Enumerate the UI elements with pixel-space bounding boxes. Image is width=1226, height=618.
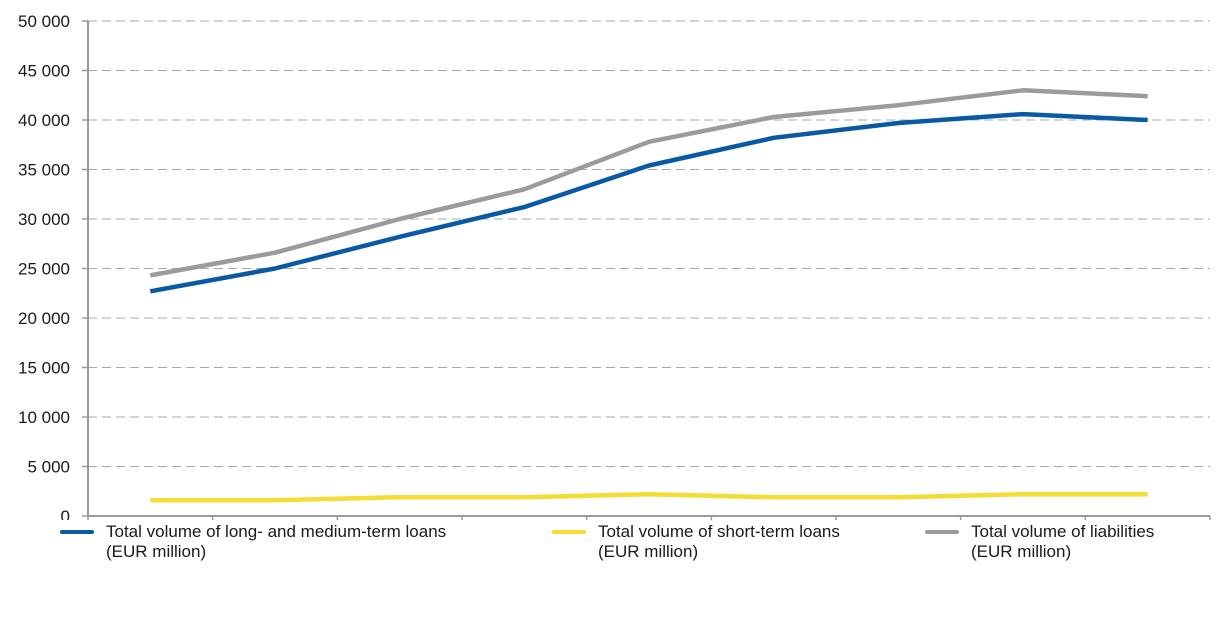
y-tick-labels: 0 5 000 10 000 15 000 20 000 25 000 30 000 35 0… bbox=[18, 12, 70, 520]
legend-item-long-medium-loans: Total volume of long- and medium-term lo… bbox=[60, 522, 446, 562]
y-tick-label: 30 000 bbox=[18, 210, 70, 229]
series-line-2 bbox=[149, 88, 1148, 278]
legend-swatch-long-medium-loans bbox=[60, 530, 94, 534]
y-tick-label: 20 000 bbox=[18, 309, 70, 328]
legend-item-liabilities: Total volume of liabilities (EUR million… bbox=[925, 522, 1154, 562]
y-tick-label: 5 000 bbox=[27, 458, 70, 477]
line-chart: 0 5 000 10 000 15 000 20 000 25 000 30 000 35 0… bbox=[18, 12, 1211, 520]
legend-label-line1: Total volume of liabilities bbox=[971, 522, 1155, 541]
legend-label-line1: Total volume of long- and medium-term lo… bbox=[106, 522, 447, 541]
legend-label-line2: (EUR million) bbox=[598, 542, 699, 561]
legend: Total volume of long- and medium-term lo… bbox=[0, 522, 1226, 612]
y-tick-label: 45 000 bbox=[18, 62, 70, 81]
y-tick-label: 35 000 bbox=[18, 161, 70, 180]
y-tick-label: 10 000 bbox=[18, 408, 70, 427]
legend-label-line2: (EUR million) bbox=[106, 542, 207, 561]
legend-label-line1: Total volume of short-term loans bbox=[598, 522, 840, 541]
legend-label-line2: (EUR million) bbox=[971, 542, 1072, 561]
legend-swatch-short-term-loans bbox=[552, 530, 586, 534]
y-tick-label: 15 000 bbox=[18, 359, 70, 378]
legend-swatch-liabilities bbox=[925, 530, 959, 534]
series-line-0 bbox=[149, 111, 1148, 294]
series-line-1 bbox=[150, 491, 1148, 503]
y-tick-label: 0 bbox=[61, 507, 70, 520]
legend-item-short-term-loans: Total volume of short-term loans (EUR mi… bbox=[552, 522, 840, 562]
gridlines bbox=[88, 20, 1210, 467]
y-tick-label: 40 000 bbox=[18, 111, 70, 130]
axes bbox=[82, 20, 1211, 520]
legend-label: Total volume of long- and medium-term lo… bbox=[106, 522, 446, 562]
y-tick-label: 25 000 bbox=[18, 260, 70, 279]
legend-label: Total volume of liabilities (EUR million… bbox=[971, 522, 1154, 562]
y-tick-label: 50 000 bbox=[18, 12, 70, 31]
series-lines bbox=[149, 88, 1148, 503]
legend-label: Total volume of short-term loans (EUR mi… bbox=[598, 522, 840, 562]
